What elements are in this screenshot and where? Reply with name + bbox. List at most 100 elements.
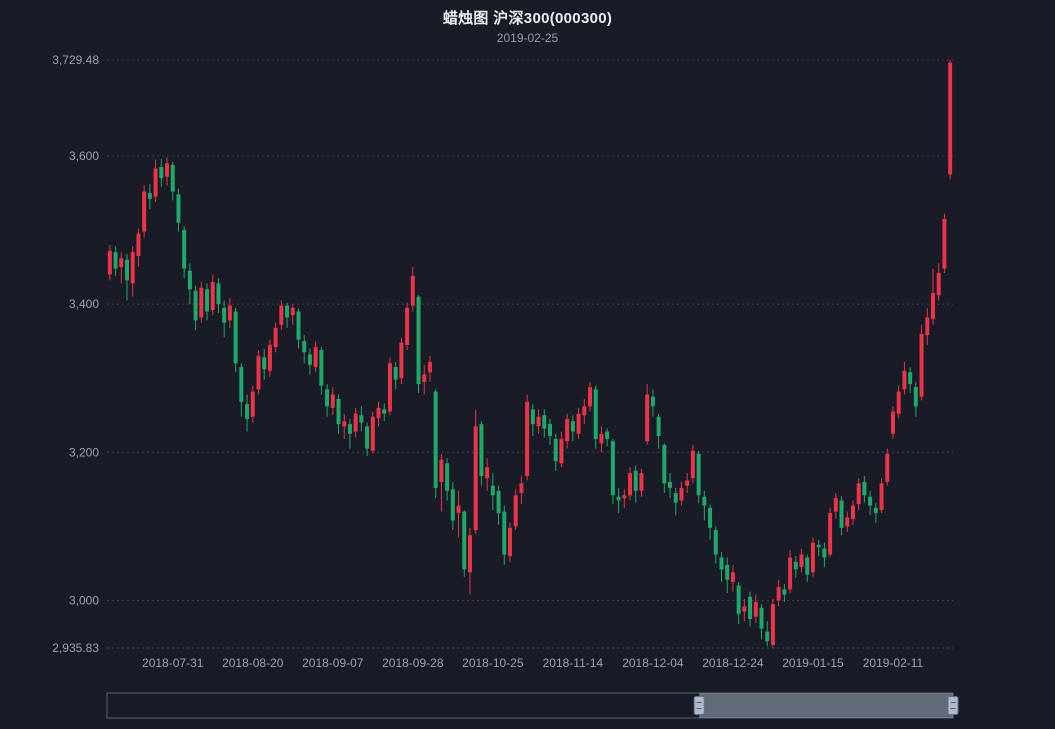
candle[interactable] (628, 467, 633, 501)
candle[interactable] (793, 556, 798, 579)
candle[interactable] (456, 490, 461, 538)
candle[interactable] (650, 389, 655, 417)
candle[interactable] (902, 361, 907, 395)
candle[interactable] (336, 394, 341, 434)
candle[interactable] (307, 348, 312, 375)
candle[interactable] (639, 468, 644, 497)
candle[interactable] (908, 367, 913, 394)
candle[interactable] (513, 489, 518, 531)
candle[interactable] (576, 407, 581, 439)
candle[interactable] (565, 413, 570, 449)
candle[interactable] (136, 228, 141, 268)
candle[interactable] (948, 60, 953, 180)
datazoom[interactable] (106, 692, 959, 719)
candle[interactable] (182, 226, 187, 279)
candle[interactable] (233, 307, 238, 373)
candle[interactable] (839, 496, 844, 536)
candle[interactable] (685, 473, 690, 494)
candle[interactable] (376, 401, 381, 427)
candle[interactable] (319, 347, 324, 395)
candle[interactable] (113, 246, 118, 276)
candle[interactable] (439, 453, 444, 512)
candle[interactable] (725, 557, 730, 594)
candle[interactable] (279, 300, 284, 331)
candle[interactable] (422, 364, 427, 395)
candle[interactable] (656, 413, 661, 449)
candle[interactable] (913, 381, 918, 417)
candle[interactable] (273, 322, 278, 353)
candle[interactable] (605, 428, 610, 447)
candle[interactable] (588, 381, 593, 412)
candle[interactable] (125, 253, 130, 301)
candle[interactable] (176, 188, 181, 232)
candle[interactable] (130, 246, 135, 297)
candle[interactable] (147, 184, 152, 210)
candle[interactable] (530, 404, 535, 436)
candle[interactable] (262, 348, 267, 380)
candle[interactable] (816, 539, 821, 557)
candle[interactable] (427, 355, 432, 382)
candle[interactable] (719, 552, 724, 582)
candle[interactable] (673, 487, 678, 516)
candle[interactable] (170, 161, 175, 201)
candle[interactable] (690, 444, 695, 484)
candle[interactable] (742, 598, 747, 622)
candle[interactable] (616, 487, 621, 514)
candle[interactable] (450, 481, 455, 531)
candle[interactable] (525, 394, 530, 481)
candle[interactable] (370, 411, 375, 454)
candle[interactable] (165, 157, 170, 186)
datazoom-handle-right[interactable] (947, 696, 959, 715)
candle[interactable] (405, 302, 410, 351)
candle[interactable] (810, 537, 815, 577)
candle[interactable] (759, 604, 764, 639)
candle[interactable] (730, 564, 735, 592)
candle[interactable] (399, 337, 404, 385)
candle[interactable] (765, 621, 770, 647)
candle[interactable] (479, 421, 484, 486)
candle[interactable] (473, 409, 478, 534)
candle[interactable] (622, 489, 627, 508)
candle[interactable] (770, 598, 775, 648)
candle[interactable] (382, 403, 387, 422)
candle[interactable] (296, 308, 301, 349)
candle[interactable] (822, 542, 827, 568)
candle[interactable] (713, 526, 718, 564)
candle[interactable] (868, 490, 873, 516)
candle[interactable] (582, 398, 587, 425)
candle[interactable] (227, 298, 232, 328)
candle[interactable] (662, 443, 667, 494)
candle[interactable] (107, 244, 112, 281)
datazoom-window[interactable] (699, 693, 953, 718)
candle[interactable] (925, 307, 930, 345)
candle[interactable] (347, 418, 352, 449)
candle[interactable] (559, 431, 564, 468)
candle[interactable] (696, 450, 701, 503)
candle[interactable] (210, 274, 215, 316)
candle[interactable] (936, 263, 941, 301)
candle[interactable] (736, 581, 741, 625)
candle[interactable] (708, 504, 713, 540)
candle[interactable] (267, 339, 272, 377)
candle[interactable] (410, 267, 415, 312)
candle[interactable] (502, 505, 507, 565)
candle[interactable] (485, 458, 490, 491)
candle[interactable] (199, 281, 204, 323)
candle[interactable] (845, 511, 850, 533)
candles-series[interactable] (107, 60, 953, 648)
candle[interactable] (387, 357, 392, 416)
candle[interactable] (507, 522, 512, 562)
candle[interactable] (885, 448, 890, 486)
candle[interactable] (393, 361, 398, 390)
candle[interactable] (365, 422, 370, 456)
candle[interactable] (873, 502, 878, 523)
candle[interactable] (119, 252, 124, 284)
candle[interactable] (290, 304, 295, 325)
candle[interactable] (748, 591, 753, 627)
candle[interactable] (553, 433, 558, 471)
candle[interactable] (330, 387, 335, 416)
candle[interactable] (805, 554, 810, 582)
candle[interactable] (890, 406, 895, 439)
candle[interactable] (250, 385, 255, 423)
